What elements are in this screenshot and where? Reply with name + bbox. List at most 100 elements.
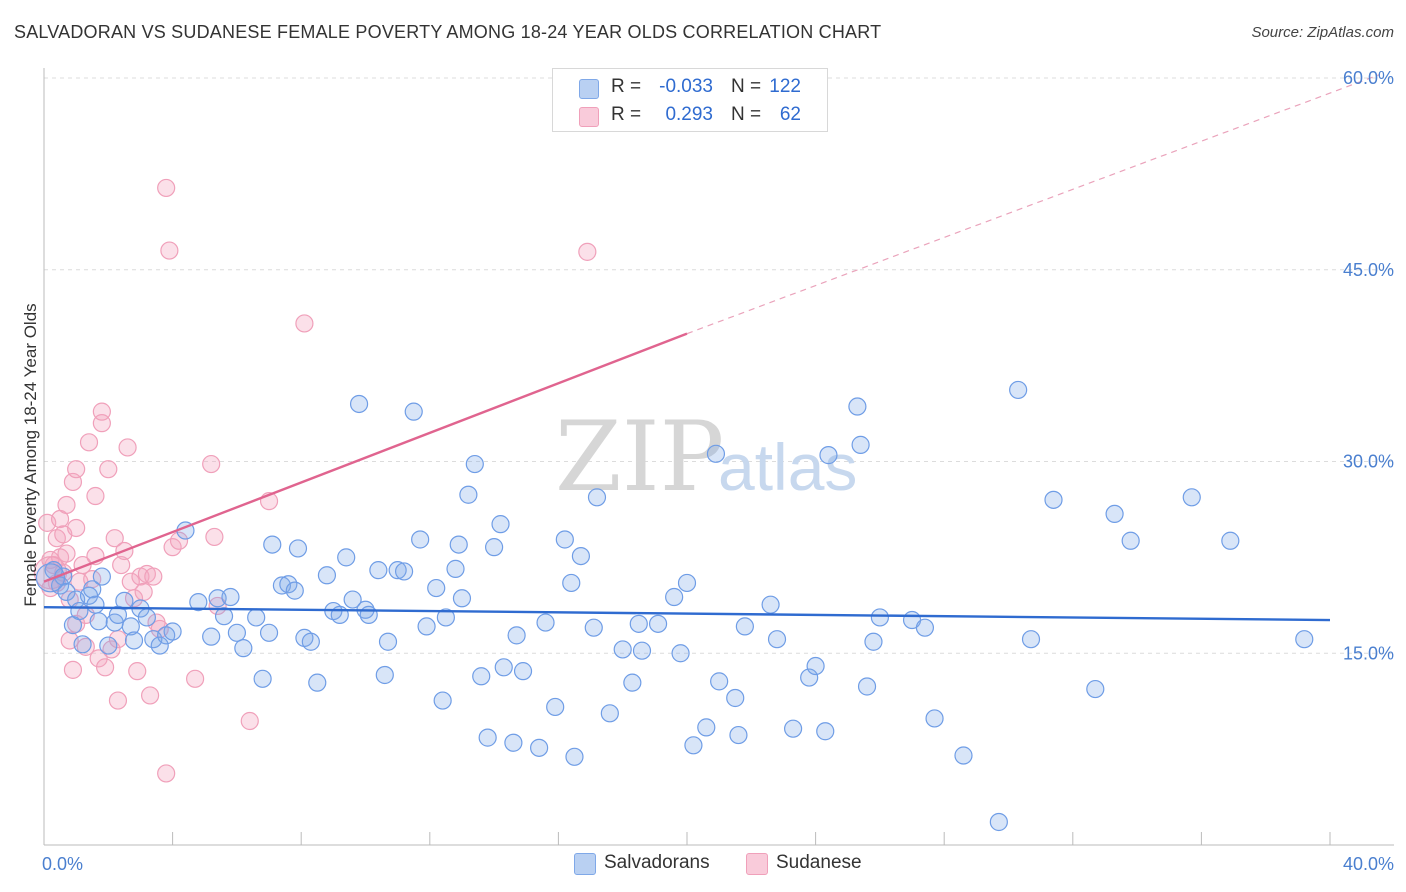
salvadoran-point xyxy=(513,662,533,681)
salvadoran-point xyxy=(1295,630,1314,649)
salvadoran-point xyxy=(465,454,484,474)
axes xyxy=(43,68,1394,846)
salvadoran-point xyxy=(806,656,825,676)
salvadoran-point xyxy=(504,733,523,752)
sudanese-point xyxy=(76,637,95,656)
salvadoran-point xyxy=(202,627,221,646)
salvadorans-points xyxy=(35,380,1314,832)
salvadoran-point xyxy=(35,563,66,593)
salvadoran-point xyxy=(629,614,648,633)
x-tick-labels: 0.0% 40.0% xyxy=(42,854,1394,874)
sudanese-point xyxy=(128,662,147,681)
r-label: R = xyxy=(611,104,642,125)
salvadoran-point xyxy=(800,668,819,687)
salvadoran-point xyxy=(288,539,308,558)
legend-row-salvadorans: R = -0.033 N = 122 xyxy=(553,73,827,101)
n-value: 62 xyxy=(779,104,801,125)
salvadoran-point xyxy=(1009,380,1028,400)
salvadoran-point xyxy=(857,677,877,696)
salvadoran-point xyxy=(285,581,304,600)
salvadoran-point xyxy=(485,538,504,557)
salvadoran-point xyxy=(665,587,684,607)
salvadoran-point xyxy=(632,641,652,660)
y-tick-label: 45.0% xyxy=(1343,260,1394,280)
salvadoran-point xyxy=(57,582,76,601)
sudanese-point xyxy=(118,438,137,457)
salvadoran-point xyxy=(189,593,208,612)
salvadoran-point xyxy=(989,812,1008,832)
sudanese-point xyxy=(99,460,118,479)
salvadoran-point xyxy=(706,444,726,463)
salvadoran-point xyxy=(378,632,398,651)
salvadorans-label: Salvadorans xyxy=(604,852,710,873)
salvadoran-point xyxy=(710,672,729,691)
salvadoran-point xyxy=(648,614,668,633)
chart-title: SALVADORAN VS SUDANESE FEMALE POVERTY AM… xyxy=(14,22,882,42)
salvadoran-point xyxy=(247,608,266,627)
salvadoran-point xyxy=(70,601,89,621)
sudanese-point xyxy=(160,241,179,260)
salvadoran-point xyxy=(89,612,108,631)
salvadoran-point xyxy=(530,738,549,757)
salvadoran-point xyxy=(783,719,803,738)
salvadoran-point xyxy=(671,644,690,663)
salvadoran-point xyxy=(735,617,754,636)
salvadoran-point xyxy=(234,639,253,658)
salvadoran-point xyxy=(915,618,935,637)
trend-lines xyxy=(43,73,1381,622)
salvadoran-point xyxy=(337,548,356,567)
salvadoran-point xyxy=(478,728,497,747)
sudanese-point xyxy=(169,531,189,550)
salvadoran-point xyxy=(1021,630,1041,649)
salvadoran-point xyxy=(427,578,446,598)
salvadoran-point xyxy=(394,562,414,581)
salvadoran-point xyxy=(436,608,455,627)
salvadoran-point xyxy=(851,435,870,454)
sudanese-point xyxy=(57,544,76,563)
salvadoran-point xyxy=(214,607,234,626)
salvadoran-point xyxy=(343,590,362,609)
sudanese-label: Sudanese xyxy=(776,852,862,873)
salvadoran-point xyxy=(449,535,468,554)
r-value: -0.033 xyxy=(659,76,713,97)
salvadoran-point xyxy=(507,626,526,645)
salvadoran-point xyxy=(375,665,394,685)
sudanese-point xyxy=(140,686,160,705)
salvadoran-point xyxy=(600,704,619,723)
sudanese-point xyxy=(67,518,86,538)
salvadoran-point xyxy=(494,658,513,677)
sudanese-trend-line xyxy=(43,332,688,583)
salvadoran-point xyxy=(819,446,838,465)
sudanese-point xyxy=(578,242,597,261)
sudanese-point xyxy=(112,555,131,575)
salvadoran-point xyxy=(359,605,378,625)
n-value: 122 xyxy=(769,76,801,97)
n-label: N = xyxy=(731,76,762,97)
salvadoran-point xyxy=(124,631,144,650)
sudanese-point xyxy=(186,669,205,688)
salvadoran-point xyxy=(446,559,465,578)
salvadoran-point xyxy=(259,623,279,642)
salvadoran-point xyxy=(472,667,491,686)
salvadoran-point xyxy=(83,580,102,599)
y-tick-labels: 15.0% 30.0% 45.0% 60.0% xyxy=(1343,68,1394,663)
sudanese-point xyxy=(205,527,224,547)
salvadoran-point xyxy=(623,673,642,692)
salvadoran-point xyxy=(163,622,182,641)
salvadoran-point xyxy=(565,747,584,766)
r-label: R = xyxy=(611,76,642,97)
salvadorans-trend-line xyxy=(43,606,1331,622)
salvadoran-point xyxy=(1044,490,1063,509)
sudanese-point xyxy=(92,402,111,421)
salvadoran-point xyxy=(227,623,246,642)
salvadoran-point xyxy=(536,613,555,632)
y-tick-label: 60.0% xyxy=(1343,68,1394,88)
salvadoran-point xyxy=(308,673,327,692)
sudanese-point xyxy=(57,495,76,515)
salvadoran-point xyxy=(404,402,423,421)
salvadoran-point xyxy=(546,697,565,717)
sudanese-point xyxy=(157,178,176,198)
salvadoran-point xyxy=(729,725,748,745)
salvadoran-point xyxy=(99,636,118,655)
